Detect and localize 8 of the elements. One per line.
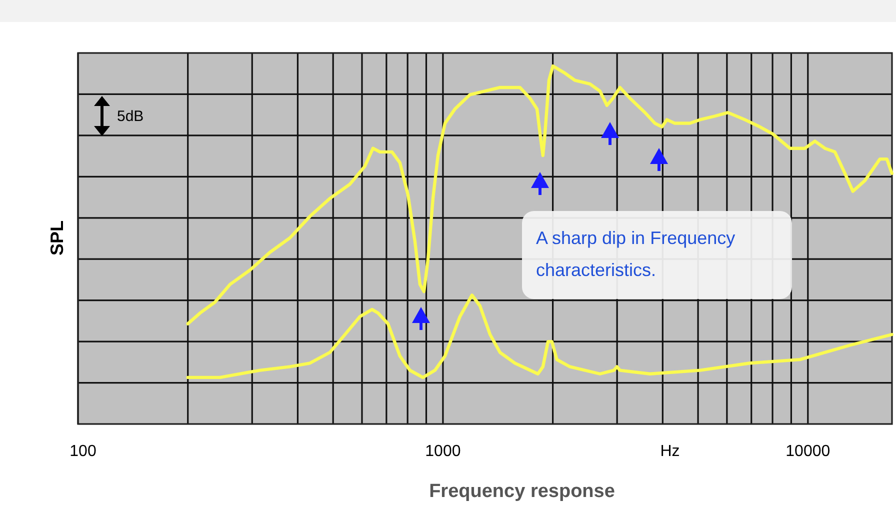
y-axis-title: SPL xyxy=(47,220,67,256)
text: Hz xyxy=(660,443,680,460)
x-tick-label: 1000 xyxy=(425,443,461,460)
x-tick-label: 10000 xyxy=(786,443,830,460)
x-tick-label: 100 xyxy=(70,443,96,460)
x-axis-title: Frequency response xyxy=(429,481,615,502)
annotation: 5dB xyxy=(117,108,144,125)
annotation: A sharp dip in Frequency characteristics. xyxy=(536,227,736,282)
